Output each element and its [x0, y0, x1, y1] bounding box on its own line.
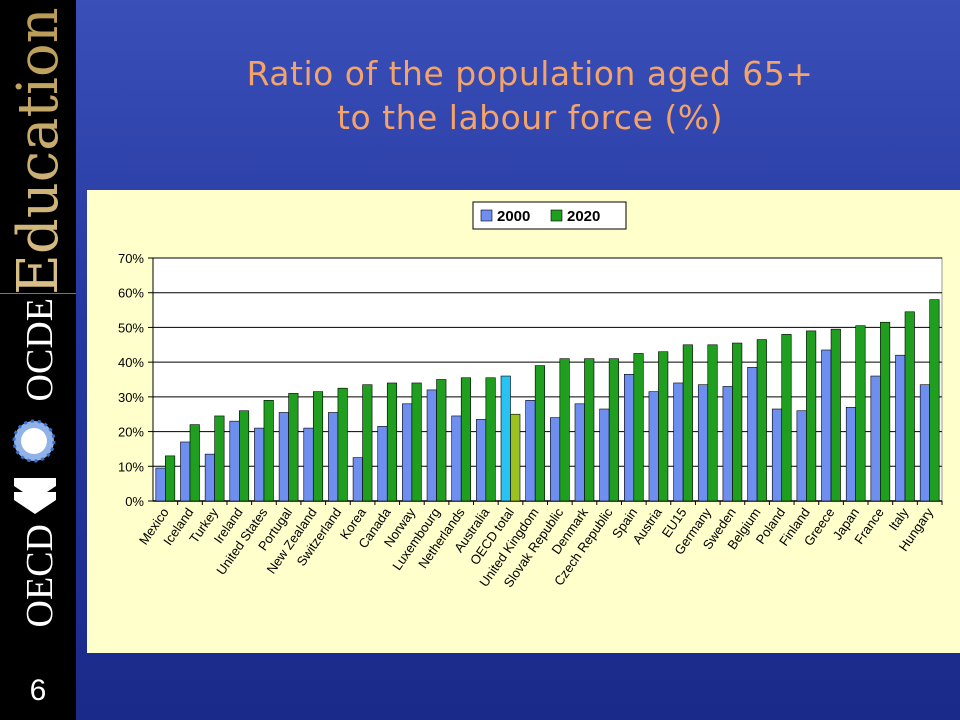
bar-2020 — [781, 334, 792, 502]
y-tick-label: 0% — [125, 494, 144, 509]
bar-2020 — [732, 342, 743, 502]
bar-2020 — [756, 339, 767, 502]
bar-2020 — [312, 391, 324, 502]
bar-2020 — [633, 353, 644, 502]
education-wordmark: Education — [6, 7, 71, 295]
bar-2020 — [263, 400, 274, 502]
bar-2020 — [436, 379, 447, 502]
bar-2020 — [707, 344, 718, 502]
ocde-wordmark: OCDE — [19, 298, 61, 401]
bar-2000 — [550, 417, 561, 502]
slide-number: 6 — [29, 674, 47, 707]
bar-2020 — [929, 299, 940, 502]
bar-2000 — [377, 426, 388, 502]
bar-2000 — [919, 384, 930, 502]
bar-2020 — [855, 325, 866, 502]
bar-chart: 0%10%20%30%40%50%60%70%MexicoIcelandTurk… — [118, 201, 943, 590]
bar-2000 — [278, 412, 289, 502]
slide-title-line-1: Ratio of the population aged 65+ — [246, 54, 814, 93]
bar-2020 — [165, 455, 176, 502]
bar-2000 — [895, 354, 906, 502]
bar-2000 — [254, 427, 265, 502]
bar-2020 — [534, 365, 545, 502]
bar-2020 — [559, 358, 570, 502]
bar-2020 — [189, 424, 200, 502]
bar-2000 — [500, 375, 511, 502]
legend-label-2000: 2000 — [497, 208, 530, 225]
bar-2020 — [460, 377, 472, 502]
bar-2000 — [155, 467, 166, 502]
y-tick-label: 20% — [118, 425, 144, 440]
chart-panel: 0% 10% 20% 30% 40% 50% 60% 70% Mexico Iceland Turk… — [87, 190, 960, 653]
bar-2020 — [682, 344, 693, 502]
bar-2000 — [722, 386, 733, 502]
bar-2000 — [845, 406, 857, 502]
bar-2000 — [303, 427, 314, 502]
legend-label-2020: 2020 — [567, 208, 600, 225]
y-tick-label: 50% — [118, 320, 144, 335]
branding-divider — [0, 293, 76, 294]
bar-2020 — [238, 410, 250, 502]
bar-2020 — [658, 351, 669, 502]
oecd-wordmark: OECD — [19, 524, 61, 627]
y-tick-label: 30% — [118, 390, 144, 405]
y-tick-label: 60% — [118, 286, 144, 301]
slide-title-line-2: to the labour force (%) — [337, 98, 723, 137]
bar-2020 — [485, 377, 496, 502]
bar-2000 — [623, 373, 635, 502]
bar-2020 — [806, 330, 817, 502]
bar-2020 — [608, 358, 619, 502]
bar-2000 — [451, 415, 462, 502]
bar-2000 — [352, 457, 363, 502]
bar-2000 — [204, 453, 215, 502]
bar-2020 — [386, 382, 398, 502]
bar-2020 — [510, 413, 521, 502]
bar-2020 — [214, 415, 225, 502]
bar-2000 — [673, 382, 684, 502]
y-tick-label: 10% — [118, 459, 144, 474]
bar-2000 — [747, 367, 758, 502]
bar-2000 — [796, 410, 807, 502]
bar-2000 — [402, 403, 413, 502]
bar-2020 — [584, 358, 595, 502]
slide-title: Ratio of the population aged 65+ to the … — [150, 52, 910, 140]
bar-2000 — [821, 349, 832, 502]
bar-2000 — [229, 420, 240, 502]
legend-swatch-2020 — [550, 209, 563, 222]
bar-2000 — [525, 400, 536, 502]
bar-2000 — [574, 403, 585, 502]
branding-sidebar: Education OCDE OECD 6 — [0, 0, 76, 720]
bar-2000 — [426, 389, 437, 502]
y-tick-label: 70% — [118, 251, 144, 266]
bar-2020 — [904, 311, 915, 502]
y-tick-label: 40% — [118, 355, 144, 370]
bar-2000 — [476, 419, 487, 502]
oecd-ocde-logo: OCDE OECD — [12, 298, 61, 627]
bar-2020 — [880, 321, 891, 502]
bar-2000 — [870, 375, 881, 502]
bar-2000 — [697, 384, 709, 502]
bar-2000 — [180, 441, 191, 502]
bar-2020 — [337, 387, 348, 502]
bar-2000 — [599, 408, 610, 502]
bar-2000 — [771, 408, 783, 502]
bar-2000 — [328, 412, 339, 502]
legend-swatch-2000 — [480, 209, 493, 222]
oecd-logo-circles-icon — [12, 419, 56, 463]
bar-2000 — [648, 391, 659, 502]
oecd-chevrons-icon — [14, 478, 56, 514]
legend-box — [472, 201, 627, 230]
bar-2020 — [362, 384, 373, 502]
bar-2020 — [411, 382, 422, 502]
bar-2020 — [830, 328, 841, 502]
bar-2020 — [288, 393, 299, 502]
